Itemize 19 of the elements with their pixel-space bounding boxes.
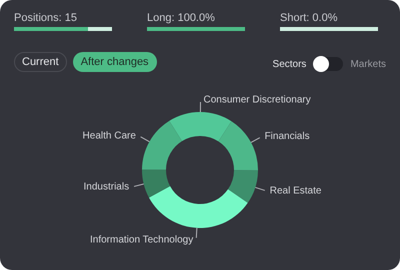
donut-slice: [228, 170, 258, 203]
slice-label: Industrials: [84, 181, 130, 192]
donut-slice: [218, 121, 258, 170]
tab-button: After changes: [72, 52, 157, 72]
donut-slice: [142, 170, 170, 198]
donut-slice: [148, 186, 248, 228]
donut-slice: [169, 112, 232, 142]
text: Short: 0.0%: [280, 12, 338, 24]
text: Sectors: [272, 58, 306, 70]
tab-button: Current: [14, 52, 67, 72]
slice-label: Health Care: [82, 130, 136, 142]
slice-label: Real Estate: [270, 186, 322, 197]
text: Positions: 15: [14, 12, 78, 24]
slice-label: Information Technology: [90, 234, 194, 246]
donut-slice: [142, 120, 182, 170]
text: Markets: [350, 58, 386, 70]
text: Long: 100.0%: [147, 12, 216, 24]
slice-label: Consumer Discretionary: [203, 94, 311, 106]
slice-label: Financials: [264, 131, 310, 142]
